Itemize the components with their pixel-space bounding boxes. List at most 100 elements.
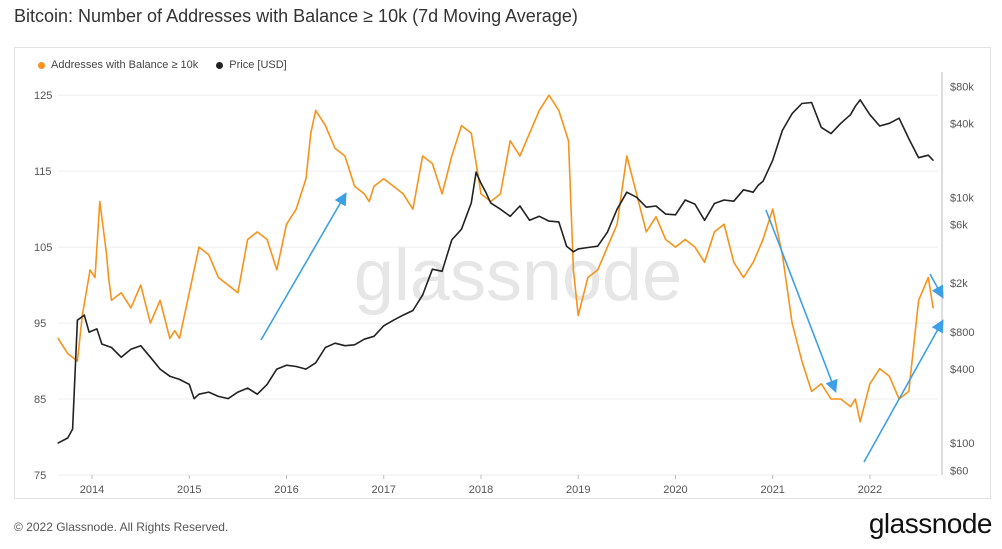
point-addresses — [310, 132, 312, 134]
point-price — [752, 191, 754, 193]
point-price — [451, 239, 453, 241]
point-price — [237, 391, 239, 393]
point-addresses — [859, 421, 861, 423]
point-addresses — [266, 238, 268, 241]
point-addresses — [854, 398, 856, 400]
point-price — [917, 157, 920, 159]
point-price — [597, 245, 599, 247]
point-addresses — [908, 390, 910, 393]
series-line-price — [57, 99, 934, 444]
point-addresses — [441, 193, 443, 195]
point-price — [538, 215, 540, 217]
point-addresses — [665, 238, 667, 241]
point-price — [295, 365, 297, 368]
y-right-tick-label: $400 — [950, 364, 974, 376]
point-price — [101, 343, 103, 345]
point-price — [315, 362, 317, 364]
point-addresses — [256, 231, 258, 233]
x-tick-label: 2020 — [663, 484, 687, 496]
point-price — [402, 314, 404, 316]
legend-item-addresses[interactable]: Addresses with Balance ≥ 10k — [38, 59, 198, 71]
point-addresses — [106, 254, 108, 256]
y-right-tick-label: $2k — [950, 278, 968, 290]
y-left-tick-label: 85 — [34, 394, 46, 406]
point-addresses — [110, 299, 113, 301]
trend-arrow — [765, 209, 838, 393]
point-addresses — [315, 109, 317, 111]
point-addresses — [159, 299, 161, 301]
y-left-tick-label: 75 — [34, 470, 46, 482]
y-left-tick-label: 95 — [34, 318, 46, 330]
point-price — [509, 215, 511, 217]
point-addresses — [587, 276, 589, 279]
point-addresses — [178, 337, 181, 339]
point-addresses — [295, 208, 297, 210]
point-price — [110, 346, 113, 349]
point-price — [655, 205, 657, 207]
point-addresses — [713, 231, 715, 233]
point-addresses — [932, 307, 934, 309]
point-addresses — [655, 216, 657, 218]
point-addresses — [704, 261, 706, 263]
point-addresses — [324, 124, 327, 127]
point-price — [704, 219, 706, 221]
point-price — [499, 208, 502, 210]
point-addresses — [373, 185, 375, 187]
y-right-tick-label: $100 — [950, 438, 974, 450]
point-price — [529, 219, 531, 221]
point-price — [927, 154, 929, 156]
point-addresses — [840, 398, 842, 400]
point-addresses — [174, 330, 176, 332]
legend-label-addresses: Addresses with Balance ≥ 10k — [51, 59, 199, 71]
point-price — [645, 206, 647, 208]
point-price — [383, 325, 385, 327]
point-addresses — [499, 193, 502, 195]
point-price — [373, 335, 375, 337]
point-price — [791, 112, 793, 115]
legend-marker-price — [216, 61, 224, 69]
y-right-tick-label: $60 — [950, 465, 968, 477]
trend-arrow — [929, 273, 944, 299]
point-addresses — [247, 238, 249, 241]
y-right-tick-label: $10k — [950, 192, 974, 204]
point-addresses — [529, 132, 531, 134]
point-addresses — [305, 178, 307, 180]
point-price — [169, 375, 171, 377]
y-right-tick-label: $80k — [950, 81, 974, 93]
trend-arrow — [260, 192, 347, 341]
point-price — [849, 114, 852, 116]
point-price — [480, 182, 482, 184]
point-addresses — [188, 292, 190, 294]
point-addresses — [616, 223, 618, 225]
y-left-tick-label: 115 — [34, 166, 52, 178]
point-price — [412, 309, 414, 312]
point-price — [859, 99, 861, 101]
point-price — [674, 214, 677, 216]
point-addresses — [363, 193, 365, 195]
chart-title: Bitcoin: Number of Addresses with Balanc… — [14, 6, 578, 26]
point-price — [276, 368, 278, 370]
point-price — [120, 356, 122, 358]
x-tick-label: 2017 — [372, 484, 396, 496]
point-addresses — [917, 299, 920, 301]
point-price — [757, 184, 759, 186]
point-price — [490, 202, 492, 204]
point-addresses — [208, 254, 210, 256]
glassnode-logo: glassnode — [868, 508, 993, 539]
point-price — [519, 205, 521, 207]
legend-item-price[interactable]: Price [USD] — [216, 59, 287, 71]
x-tick-label: 2021 — [760, 484, 784, 496]
point-price — [475, 171, 477, 173]
point-addresses — [392, 185, 395, 187]
point-price — [76, 319, 79, 321]
point-price — [898, 117, 900, 119]
point-price — [723, 199, 725, 201]
point-price — [572, 251, 574, 253]
point-price — [626, 191, 628, 193]
point-addresses — [107, 276, 110, 279]
point-addresses — [480, 193, 482, 195]
point-addresses — [76, 360, 79, 362]
point-addresses — [558, 109, 560, 111]
point-price — [353, 344, 356, 346]
point-price — [635, 196, 638, 198]
